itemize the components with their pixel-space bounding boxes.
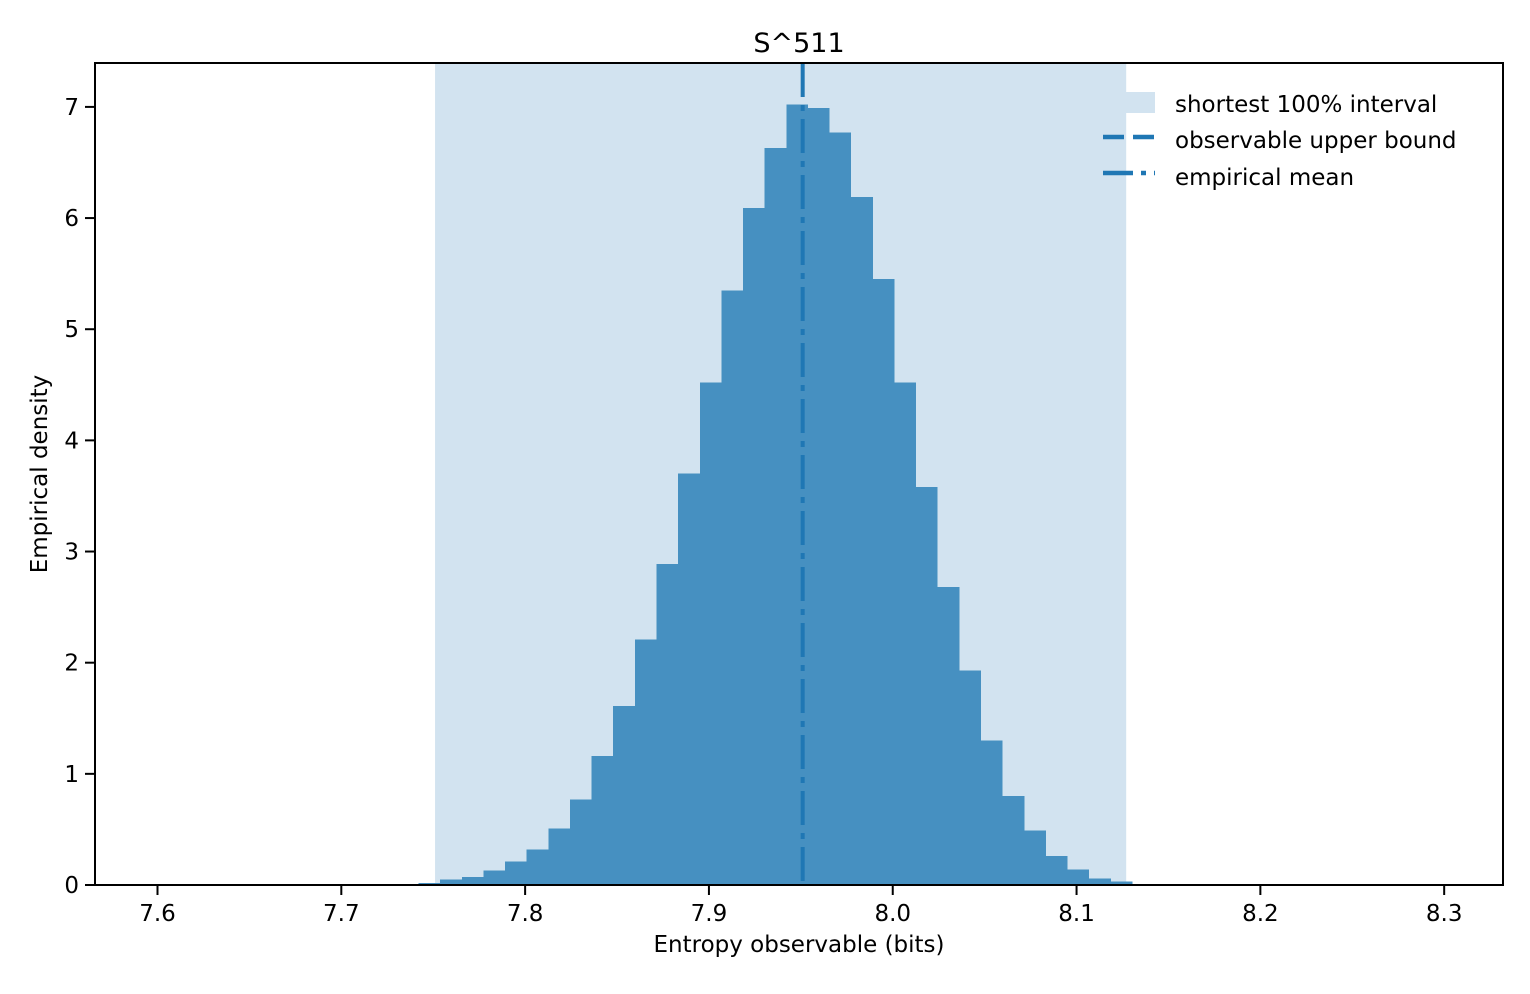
x-axis-label: Entropy observable (bits) [653,932,944,958]
histogram-bar [894,382,917,885]
legend-label-upper-bound: observable upper bound [1175,128,1457,154]
histogram-bar [1067,869,1090,885]
histogram-bar [591,756,614,885]
chart-title: S^511 [753,28,844,59]
y-tick-label: 6 [64,206,79,232]
y-tick-label: 0 [64,873,79,899]
histogram-bar [851,196,873,885]
y-tick-label: 3 [64,540,79,566]
histogram-bar [483,870,506,885]
histogram-bar [613,706,635,885]
plot-area: 7.6 7.7 7.8 7.9 8.0 8.1 8.2 8.3 0 1 2 3 4 5 6 7 [64,62,1504,927]
histogram-bar [548,828,570,885]
x-tick-label: 8.3 [1426,901,1463,927]
histogram-bar [1002,796,1025,885]
histogram-bar [786,104,808,885]
histogram-bar [418,882,441,885]
histogram-bar [743,208,765,885]
x-tick-label: 7.9 [691,901,728,927]
histogram-bar [1024,830,1046,885]
x-tick-label: 7.7 [323,901,360,927]
histogram-bar [1089,878,1111,885]
histogram-bar [1110,881,1133,885]
y-axis-label: Empirical density [27,375,53,574]
y-tick-label: 5 [64,317,79,343]
x-tick-label: 7.6 [139,901,176,927]
histogram-bar [656,563,679,885]
legend-label-shortest-interval: shortest 100% interval [1175,92,1437,118]
y-tick-label: 2 [64,651,79,677]
histogram-bar [440,879,462,885]
histogram-bar [1045,856,1068,885]
legend-patch-shortest-interval [1103,92,1155,113]
histogram-bar [916,487,938,885]
histogram-bar [959,670,982,885]
histogram-bar [721,290,744,885]
legend: shortest 100% interval observable upper … [1103,92,1457,191]
y-tick-label: 1 [64,762,79,788]
histogram-bar [981,740,1003,885]
histogram-bar [505,861,527,885]
histogram-bar [937,587,960,885]
x-tick-label: 8.2 [1242,901,1279,927]
histogram-bar [461,877,484,885]
y-tick-label: 7 [64,95,79,121]
histogram-bar [526,849,549,885]
legend-label-empirical-mean: empirical mean [1175,165,1354,191]
histogram-bar [829,132,852,886]
histogram-bar [699,382,722,885]
histogram-bar [634,639,657,885]
histogram-bar [764,148,787,885]
x-tick-label: 8.1 [1058,901,1095,927]
x-tick-label: 7.8 [507,901,544,927]
axes-spines [94,62,1504,886]
histogram-bar [569,799,592,885]
histogram-bar [678,473,700,885]
y-tick-label: 4 [64,428,79,454]
x-tick-label: 8.0 [874,901,911,927]
histogram-bar [872,279,895,885]
histogram-bar [807,108,830,886]
